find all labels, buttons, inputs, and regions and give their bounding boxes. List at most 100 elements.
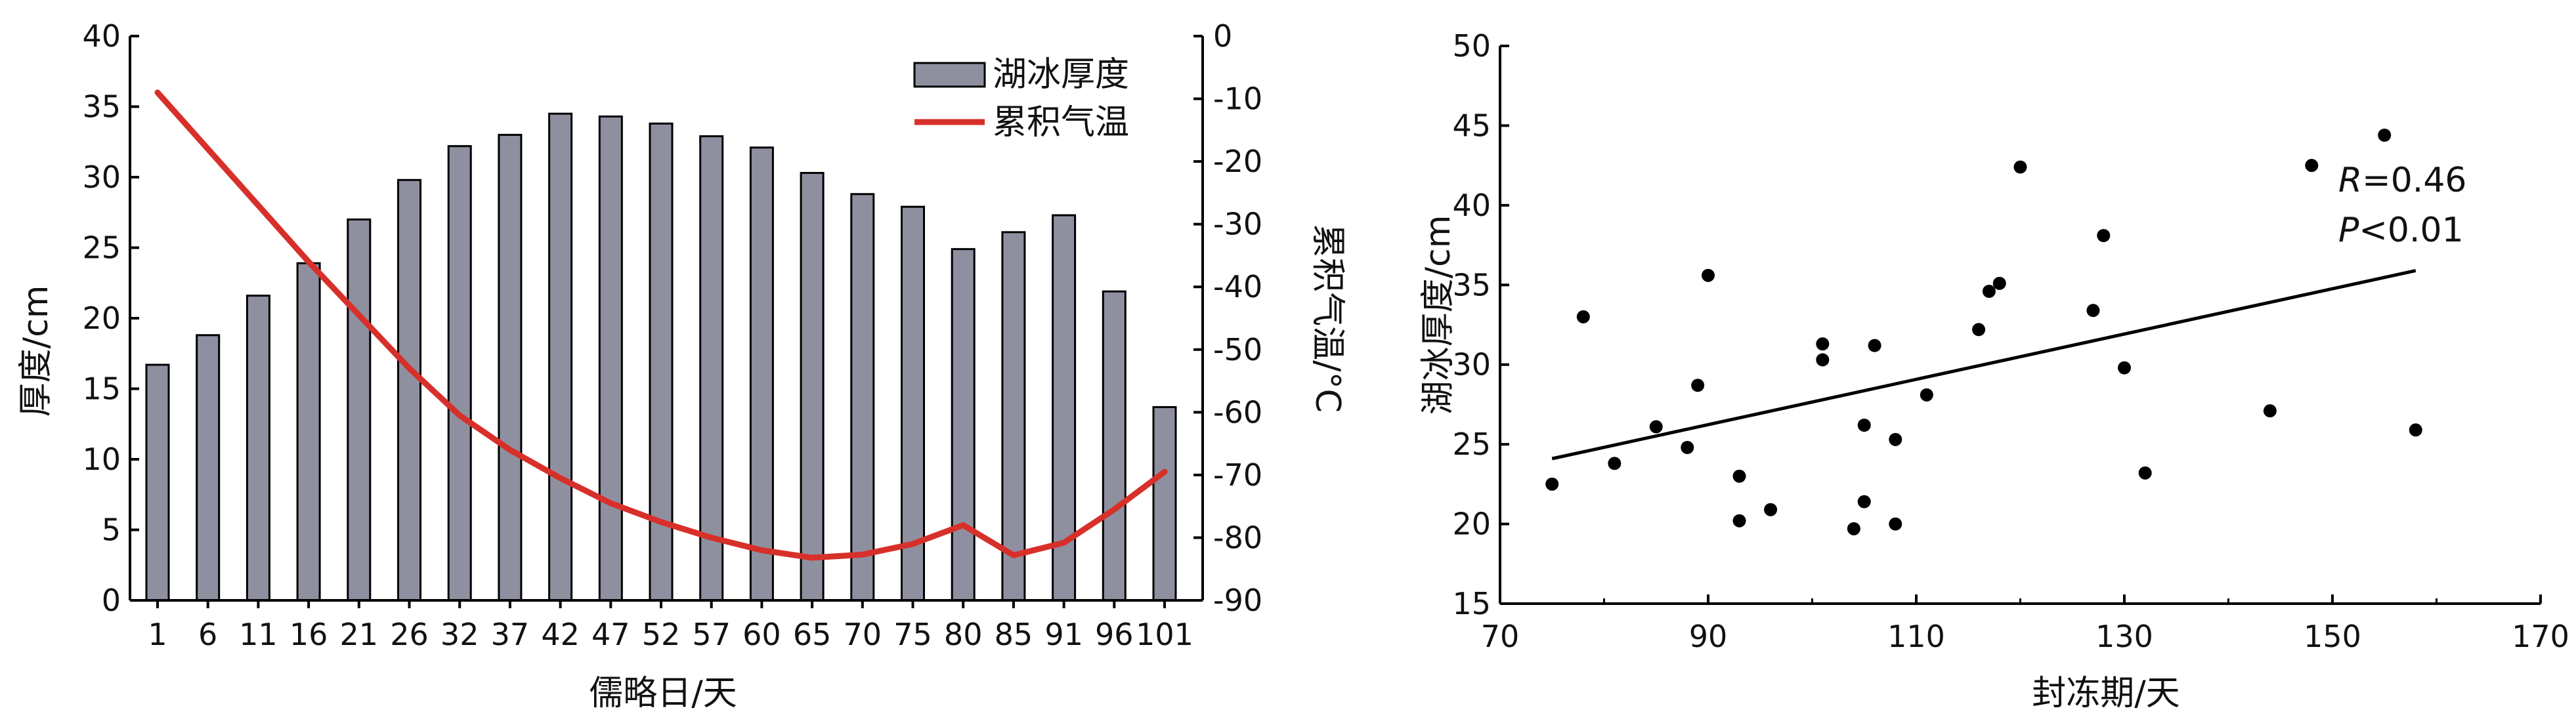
left-y-tick-label: 0 xyxy=(102,583,121,618)
right-y-axis-title: 累积气温/°C xyxy=(1308,224,1347,413)
scatter-point xyxy=(1857,495,1871,509)
thickness-bar xyxy=(649,122,674,602)
right-y-tick-label: -50 xyxy=(1213,332,1262,367)
right-y-tick-label: -10 xyxy=(1213,81,1262,117)
thickness-bar xyxy=(145,364,170,602)
left-x-tick-label: 57 xyxy=(692,617,731,652)
left-x-tick-label: 42 xyxy=(541,617,580,652)
scatter-point xyxy=(1816,337,1830,351)
scatter-y-tick-label: 20 xyxy=(1452,507,1491,542)
scatter-x-axis-title: 封冻期/天 xyxy=(2032,674,2180,713)
thickness-bar xyxy=(498,134,523,602)
thickness-bar xyxy=(347,218,372,602)
thickness-bar xyxy=(397,178,421,602)
scatter-x-tick-label: 170 xyxy=(2512,619,2569,654)
left-y-tick-label: 35 xyxy=(82,89,121,125)
scatter-x-tick-label: 130 xyxy=(2095,619,2153,654)
thickness-bar xyxy=(447,145,472,602)
thickness-bar xyxy=(1152,405,1177,602)
scatter-point xyxy=(1982,285,1996,298)
scatter-x-tick-label: 110 xyxy=(1887,619,1945,654)
scatter-y-tick-label: 15 xyxy=(1452,586,1491,621)
left-x-tick-label: 96 xyxy=(1095,617,1134,652)
left-x-axis-title: 儒略日/天 xyxy=(589,674,737,713)
left-chart-axes: 0 5 10 15 20 25 30 35 40 0 -10 -20 -30 -40 -50 -60 -70 -8… xyxy=(82,18,1262,652)
left-x-tick-label: 47 xyxy=(591,617,630,652)
left-x-tick-label: 11 xyxy=(239,617,278,652)
scatter-point xyxy=(2305,159,2319,173)
r-value-annotation: R=0.46 xyxy=(2338,161,2467,200)
right-y-tick-label: -70 xyxy=(1213,457,1262,493)
left-x-tick-label: 75 xyxy=(893,617,932,652)
left-x-tick-label: 26 xyxy=(390,617,429,652)
thickness-bar xyxy=(296,262,321,602)
p-value-annotation: P<0.01 xyxy=(2338,211,2464,250)
left-y-tick-label: 20 xyxy=(82,301,121,336)
scatter-point xyxy=(1702,268,1715,282)
thickness-bar xyxy=(598,115,623,602)
scatter-point xyxy=(1681,441,1694,454)
scatter-point xyxy=(1545,477,1559,491)
scatter-point xyxy=(2097,229,2111,242)
scatter-point xyxy=(2118,361,2131,375)
ice-thickness-temperature-chart: 0 5 10 15 20 25 30 35 40 0 -10 -20 -30 -40 -50 -60 -70 -8… xyxy=(16,18,1347,713)
thickness-bar xyxy=(951,248,976,602)
scatter-point xyxy=(1816,353,1830,367)
regression-line xyxy=(1551,268,2416,461)
left-x-tick-label: 70 xyxy=(844,617,882,652)
scatter-points xyxy=(1545,129,2422,535)
scatter-y-tick-label: 35 xyxy=(1452,267,1491,302)
right-y-tick-label: -20 xyxy=(1213,144,1262,179)
thickness-bar xyxy=(699,135,724,602)
left-y-tick-label: 10 xyxy=(82,442,121,477)
legend-label-thickness: 湖冰厚度 xyxy=(993,55,1129,94)
left-x-tick-label: 60 xyxy=(742,617,781,652)
scatter-x-tick-label: 70 xyxy=(1481,619,1520,654)
legend-label-temperature: 累积气温 xyxy=(993,103,1129,142)
thickness-bar xyxy=(246,295,270,602)
legend-swatch-thickness xyxy=(913,62,986,88)
scatter-point xyxy=(1764,503,1778,516)
right-y-tick-label: -60 xyxy=(1213,394,1262,430)
scatter-point xyxy=(2263,404,2277,418)
scatter-point xyxy=(1992,276,2006,290)
scatter-point xyxy=(2013,160,2027,174)
left-x-tick-label: 80 xyxy=(944,617,983,652)
scatter-point xyxy=(1920,388,1933,402)
scatter-point xyxy=(1889,432,1902,446)
scatter-y-axis-title: 湖冰厚度/cm xyxy=(1419,215,1458,415)
thickness-bars xyxy=(145,112,1177,602)
left-x-tick-label: 52 xyxy=(642,617,681,652)
thickness-bar xyxy=(1001,231,1026,602)
thickness-bar xyxy=(196,334,221,602)
scatter-point xyxy=(2378,129,2392,142)
scatter-x-tick-label: 150 xyxy=(2304,619,2361,654)
scatter-point xyxy=(1608,457,1621,470)
thickness-bar xyxy=(850,193,875,602)
thickness-bar xyxy=(548,112,573,602)
thickness-bar xyxy=(1102,290,1127,602)
cumulative-temperature-line xyxy=(154,89,1168,561)
right-y-tick-label: -80 xyxy=(1213,520,1262,555)
scatter-axes: 15 20 25 30 35 40 45 50 70 90 110 130 150 170 xyxy=(1452,28,2569,654)
scatter-point xyxy=(1889,517,1902,531)
scatter-point xyxy=(1847,522,1860,535)
left-x-tick-label: 37 xyxy=(491,617,530,652)
scatter-y-tick-label: 45 xyxy=(1452,108,1491,143)
thickness-bar xyxy=(800,172,825,602)
left-x-tick-label: 16 xyxy=(290,617,328,652)
left-y-axis-title: 厚度/cm xyxy=(16,285,56,417)
left-chart-legend: 湖冰厚度 累积气温 xyxy=(913,55,1129,142)
left-y-tick-label: 40 xyxy=(82,18,121,54)
left-x-tick-label: 1 xyxy=(148,617,167,652)
right-y-tick-label: -90 xyxy=(1213,583,1262,618)
scatter-point xyxy=(1732,469,1746,483)
left-x-tick-label: 85 xyxy=(995,617,1033,652)
left-x-tick-label: 91 xyxy=(1044,617,1083,652)
scatter-point xyxy=(1649,420,1663,434)
right-y-tick-label: -40 xyxy=(1213,269,1262,304)
left-x-tick-label: 101 xyxy=(1136,617,1193,652)
thickness-bar xyxy=(749,146,774,602)
scatter-y-tick-label: 40 xyxy=(1452,188,1491,223)
